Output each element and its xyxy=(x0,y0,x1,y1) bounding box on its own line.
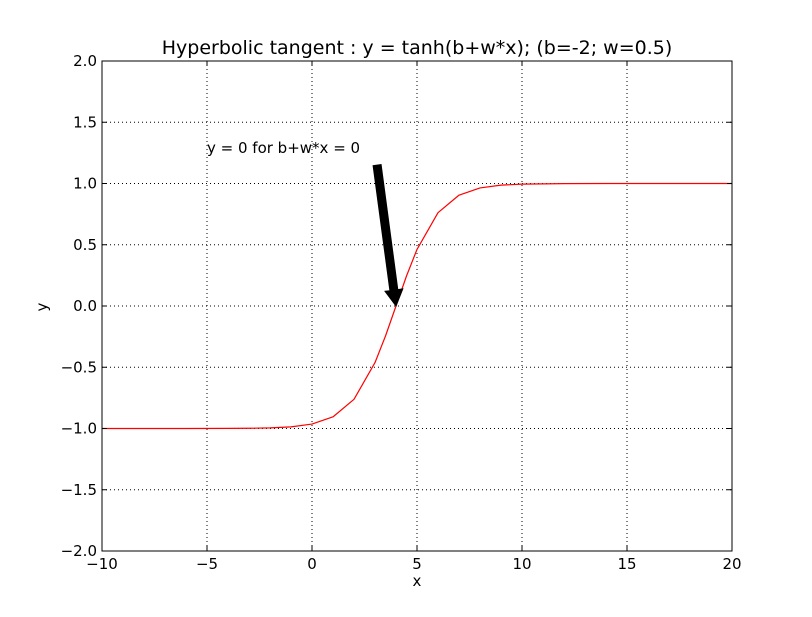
x-tick-label: 15 xyxy=(617,555,636,573)
x-tick-label: 20 xyxy=(722,555,741,573)
y-tick-label: 0.0 xyxy=(73,297,97,315)
y-tick-label: 2.0 xyxy=(73,52,97,70)
y-tick-label: −2.0 xyxy=(61,542,97,560)
annotation-arrow xyxy=(372,164,404,308)
x-tick-label: 0 xyxy=(307,555,317,573)
x-tick-label: 5 xyxy=(412,555,422,573)
y-tick-label: −0.5 xyxy=(61,358,97,376)
y-tick-label: 1.0 xyxy=(73,175,97,193)
y-tick-label: 0.5 xyxy=(73,236,97,254)
y-axis-label: y xyxy=(33,302,51,311)
annotation: y = 0 for b+w*x = 0 xyxy=(207,139,404,308)
annotation-text: y = 0 for b+w*x = 0 xyxy=(207,139,360,157)
y-tick-label: −1.0 xyxy=(61,420,97,438)
x-tick-label: −5 xyxy=(196,555,218,573)
y-tick-label: −1.5 xyxy=(61,481,97,499)
x-tick-label: 10 xyxy=(512,555,531,573)
ticks: −10 −5 0 5 10 15 20 −2.0 −1.5 −1.0 −0.5 0.0 0.5 1.0 1.… xyxy=(61,52,742,573)
y-tick-label: 1.5 xyxy=(73,113,97,131)
chart-title: Hyperbolic tangent : y = tanh(b+w*x); (b… xyxy=(162,37,673,59)
x-axis-label: x xyxy=(413,572,422,590)
x-tick-label: −10 xyxy=(86,555,118,573)
grid xyxy=(101,60,733,552)
